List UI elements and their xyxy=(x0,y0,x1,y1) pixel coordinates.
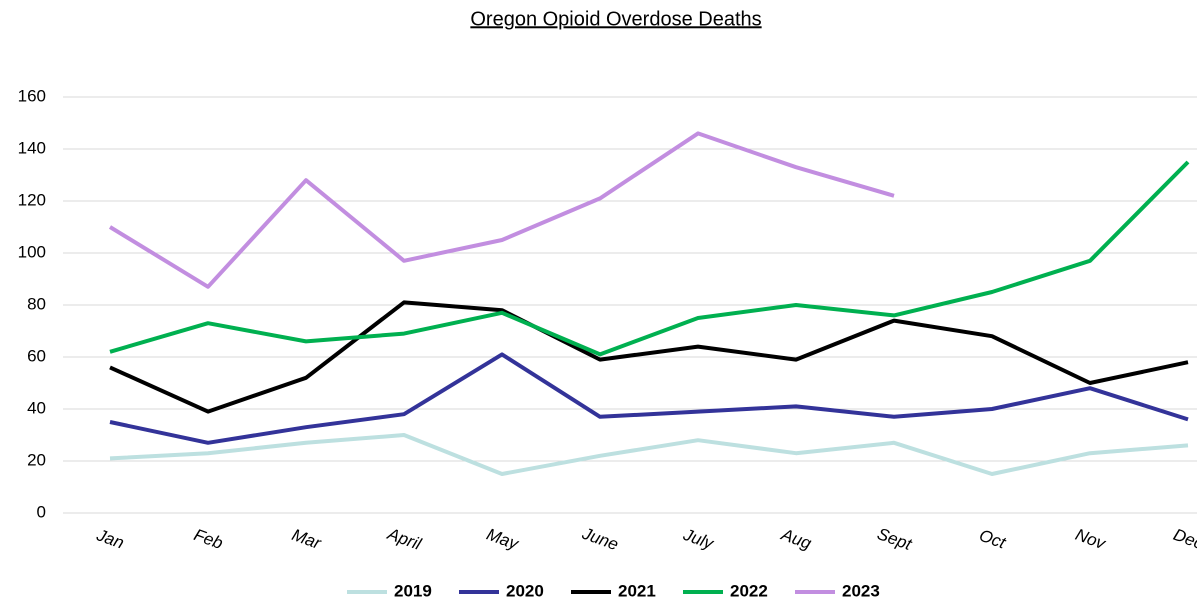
y-tick-label: 60 xyxy=(27,346,46,365)
y-tick-label: 80 xyxy=(27,294,46,313)
y-tick-label: 40 xyxy=(27,398,46,417)
x-tick-label: Jan xyxy=(93,525,126,553)
series-line xyxy=(108,131,895,289)
x-tick-label: Mar xyxy=(289,525,324,553)
series-line xyxy=(109,300,1189,414)
series-line xyxy=(109,352,1189,445)
legend-label: 2022 xyxy=(730,581,768,600)
x-tick-label: Nov xyxy=(1073,525,1109,554)
x-tick-label: April xyxy=(384,524,425,554)
x-tick-label: Feb xyxy=(191,525,225,553)
series-line xyxy=(109,433,1189,476)
y-tick-label: 140 xyxy=(18,138,46,157)
x-tick-label: Sept xyxy=(875,524,916,554)
chart-title: Oregon Opioid Overdose Deaths xyxy=(470,8,761,30)
legend-label: 2019 xyxy=(394,581,432,600)
y-tick-label: 100 xyxy=(18,242,46,261)
x-tick-label: Aug xyxy=(778,525,814,554)
y-tick-label: 20 xyxy=(27,450,46,469)
x-tick-label: Dec xyxy=(1171,525,1197,553)
x-tick-label: Oct xyxy=(977,526,1010,553)
x-tick-label: July xyxy=(680,525,717,554)
series-line xyxy=(109,160,1190,357)
y-tick-label: 160 xyxy=(18,86,46,105)
y-tick-label: 0 xyxy=(37,502,46,521)
legend-label: 2020 xyxy=(506,581,544,600)
legend-label: 2021 xyxy=(618,581,656,600)
x-tick-label: May xyxy=(484,525,522,554)
legend-label: 2023 xyxy=(842,581,880,600)
x-tick-label: June xyxy=(579,523,621,554)
y-tick-label: 120 xyxy=(18,190,46,209)
